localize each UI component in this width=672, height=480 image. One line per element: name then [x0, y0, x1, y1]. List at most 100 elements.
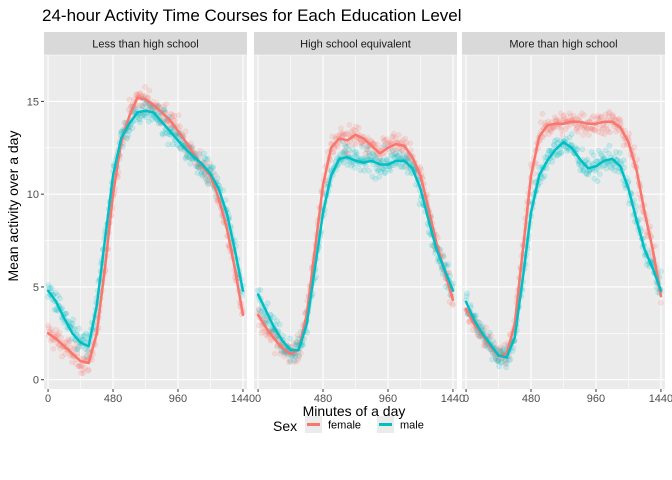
data-point-female — [596, 125, 603, 131]
data-point-male — [205, 180, 212, 187]
data-point-female — [169, 112, 176, 118]
data-point-female — [573, 127, 579, 133]
data-point-male — [382, 169, 389, 176]
data-point-female — [79, 367, 86, 374]
data-point-female — [497, 348, 504, 355]
data-point-female — [77, 363, 84, 369]
data-point-male — [507, 356, 514, 363]
data-point-female — [195, 164, 202, 171]
data-point-male — [558, 150, 565, 156]
data-point-male — [256, 307, 262, 313]
data-point-female — [562, 126, 569, 133]
data-point-female — [387, 138, 393, 145]
data-point-male — [265, 321, 272, 327]
data-point-female — [85, 367, 91, 374]
data-point-female — [338, 125, 344, 132]
data-point-female — [389, 134, 396, 140]
data-point-female — [606, 108, 613, 115]
data-point-male — [161, 106, 167, 113]
data-point-female — [557, 110, 564, 117]
facet-strip-label-1: Less than high school — [92, 39, 198, 51]
data-point-male — [463, 293, 470, 300]
y-tick-label: 0 — [33, 375, 39, 387]
data-point-male — [375, 167, 382, 174]
data-point-female — [341, 141, 348, 148]
data-point-female — [631, 144, 638, 151]
data-point-female — [402, 135, 409, 142]
data-point-female — [48, 326, 55, 333]
data-point-male — [291, 357, 298, 363]
data-point-female — [45, 325, 52, 331]
data-point-male — [489, 356, 495, 363]
data-point-female — [368, 137, 375, 144]
data-point-female — [123, 134, 130, 141]
data-point-female — [496, 347, 502, 353]
data-point-male — [196, 151, 203, 157]
data-point-female — [355, 124, 362, 131]
facet-panel-3: More than high school 0 480 960 1440 — [462, 32, 672, 405]
data-point-male — [391, 154, 398, 160]
data-point-female — [334, 143, 341, 150]
data-point-male — [568, 131, 575, 138]
x-tick-label: 0 — [255, 393, 261, 405]
data-point-male — [182, 155, 189, 162]
data-point-male — [143, 114, 149, 121]
data-point-female — [137, 90, 143, 97]
x-tick-label: 1440 — [231, 393, 255, 405]
data-point-male — [129, 125, 136, 131]
facet-panel-2: High school equivalent 0 480 960 1440 — [254, 32, 465, 405]
data-point-female — [606, 110, 612, 117]
data-point-female — [581, 112, 587, 119]
data-point-female — [601, 125, 607, 132]
x-tick-label: 0 — [45, 393, 51, 405]
data-point-female — [546, 126, 553, 133]
data-point-female — [595, 129, 602, 135]
data-point-female — [590, 127, 597, 133]
data-point-female — [169, 114, 175, 121]
data-point-female — [261, 329, 267, 335]
data-point-male — [76, 325, 82, 332]
data-point-female — [74, 350, 81, 357]
data-point-female — [65, 336, 71, 343]
data-point-female — [271, 350, 278, 357]
data-point-female — [202, 173, 209, 180]
data-point-female — [58, 334, 64, 341]
data-point-female — [334, 133, 340, 139]
data-point-female — [382, 140, 389, 147]
y-tick-label: 15 — [27, 96, 39, 108]
data-point-male — [386, 166, 392, 172]
data-point-male — [340, 149, 346, 156]
data-point-male — [159, 130, 166, 137]
data-point-female — [346, 142, 352, 149]
data-point-male — [162, 130, 168, 137]
data-point-male — [276, 321, 283, 328]
data-point-female — [566, 110, 573, 117]
data-point-female — [62, 350, 69, 357]
data-point-male — [270, 314, 277, 321]
data-point-female — [537, 119, 544, 126]
data-point-female — [377, 155, 383, 162]
data-point-female — [359, 138, 365, 145]
data-point-male — [606, 142, 613, 149]
data-point-female — [465, 318, 472, 325]
data-point-female — [136, 102, 143, 109]
data-point-male — [397, 149, 403, 155]
data-point-male — [340, 159, 347, 166]
data-point-female — [212, 172, 219, 178]
x-tick-label: 480 — [522, 393, 540, 405]
data-point-male — [124, 135, 130, 142]
data-point-female — [594, 113, 601, 119]
data-point-female — [147, 104, 154, 111]
data-point-male — [541, 173, 548, 179]
data-point-female — [395, 132, 402, 138]
data-point-male — [359, 143, 365, 150]
data-point-female — [402, 164, 409, 171]
data-point-male — [378, 169, 384, 175]
data-point-female — [597, 115, 604, 122]
data-point-male — [394, 153, 401, 160]
data-point-female — [585, 125, 592, 132]
data-point-female — [277, 351, 284, 357]
data-point-female — [348, 128, 355, 135]
x-tick-label: 960 — [587, 393, 605, 405]
